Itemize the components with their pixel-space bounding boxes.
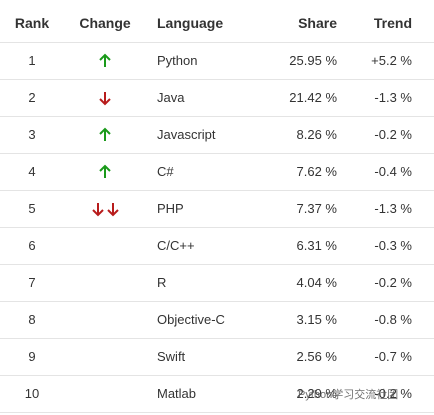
share-cell: 25.95 % (289, 53, 337, 68)
trend-cell: -1.3 % (374, 90, 412, 105)
trend-cell: -0.2 % (374, 275, 412, 290)
rank-cell: 9 (28, 349, 36, 364)
language-cell: R (157, 275, 167, 290)
share-cell: 4.04 % (296, 275, 337, 290)
rank-cell: 5 (28, 201, 36, 216)
table-row: 9 Swift 2.56 % -0.7 % (0, 339, 434, 376)
table-row: 1 Python 25.95 % +5.2 % (0, 43, 434, 80)
header-cell: Change (79, 15, 131, 31)
language-cell: Python (157, 53, 198, 68)
header-cell: Rank (14, 15, 50, 31)
share-cell: 3.15 % (296, 312, 337, 327)
language-cell: Objective-C (157, 312, 225, 327)
watermark: Python学习交流社团 (298, 389, 399, 401)
share-cell: 21.42 % (289, 90, 337, 105)
trend-cell: -0.3 % (374, 238, 412, 253)
language-cell: Java (157, 90, 185, 105)
table-row: 4 C# 7.62 % -0.4 % (0, 154, 434, 191)
table-row: 7 R 4.04 % -0.2 % (0, 265, 434, 302)
language-cell: C# (157, 164, 174, 179)
rank-cell: 4 (28, 164, 36, 179)
table-row: 3 Javascript 8.26 % -0.2 % (0, 117, 434, 154)
header-row: Rank Change Language Share Trend (0, 0, 434, 43)
header-cell: Trend (373, 15, 412, 31)
rank-cell: 8 (28, 312, 36, 327)
share-cell: 6.31 % (296, 238, 337, 253)
table-row: 5 PHP 7.37 % -1.3 % (0, 191, 434, 228)
trend-cell: -0.7 % (374, 349, 412, 364)
rank-cell: 10 (24, 386, 40, 401)
share-cell: 7.62 % (296, 164, 337, 179)
language-cell: Matlab (157, 386, 197, 401)
language-cell: Swift (157, 349, 186, 364)
rank-cell: 1 (28, 53, 36, 68)
share-cell: 8.26 % (296, 127, 337, 142)
header-cell: Share (298, 15, 337, 31)
language-cell: PHP (157, 201, 184, 216)
trend-cell: -0.2 % (374, 386, 412, 401)
rank-cell: 3 (28, 127, 36, 142)
rank-cell: 6 (28, 238, 36, 253)
trend-cell: +5.2 % (371, 53, 412, 68)
share-cell: 2.56 % (296, 349, 337, 364)
table-row: 10 Matlab 2.29 % -0.2 % (0, 376, 434, 413)
trend-cell: -0.8 % (374, 312, 412, 327)
trend-cell: -0.4 % (374, 164, 412, 179)
rank-cell: 7 (28, 275, 36, 290)
trend-cell: -0.2 % (374, 127, 412, 142)
table-row: 2 Java 21.42 % -1.3 % (0, 80, 434, 117)
table-row: 8 Objective-C 3.15 % -0.8 % (0, 302, 434, 339)
share-cell: 7.37 % (296, 201, 337, 216)
trend-cell: -1.3 % (374, 201, 412, 216)
header-cell: Language (157, 15, 224, 31)
language-cell: Javascript (157, 127, 216, 142)
language-cell: C/C++ (157, 238, 195, 253)
share-cell: 2.29 % (296, 386, 337, 401)
table-row: 6 C/C++ 6.31 % -0.3 % (0, 228, 434, 265)
rank-cell: 2 (28, 90, 36, 105)
